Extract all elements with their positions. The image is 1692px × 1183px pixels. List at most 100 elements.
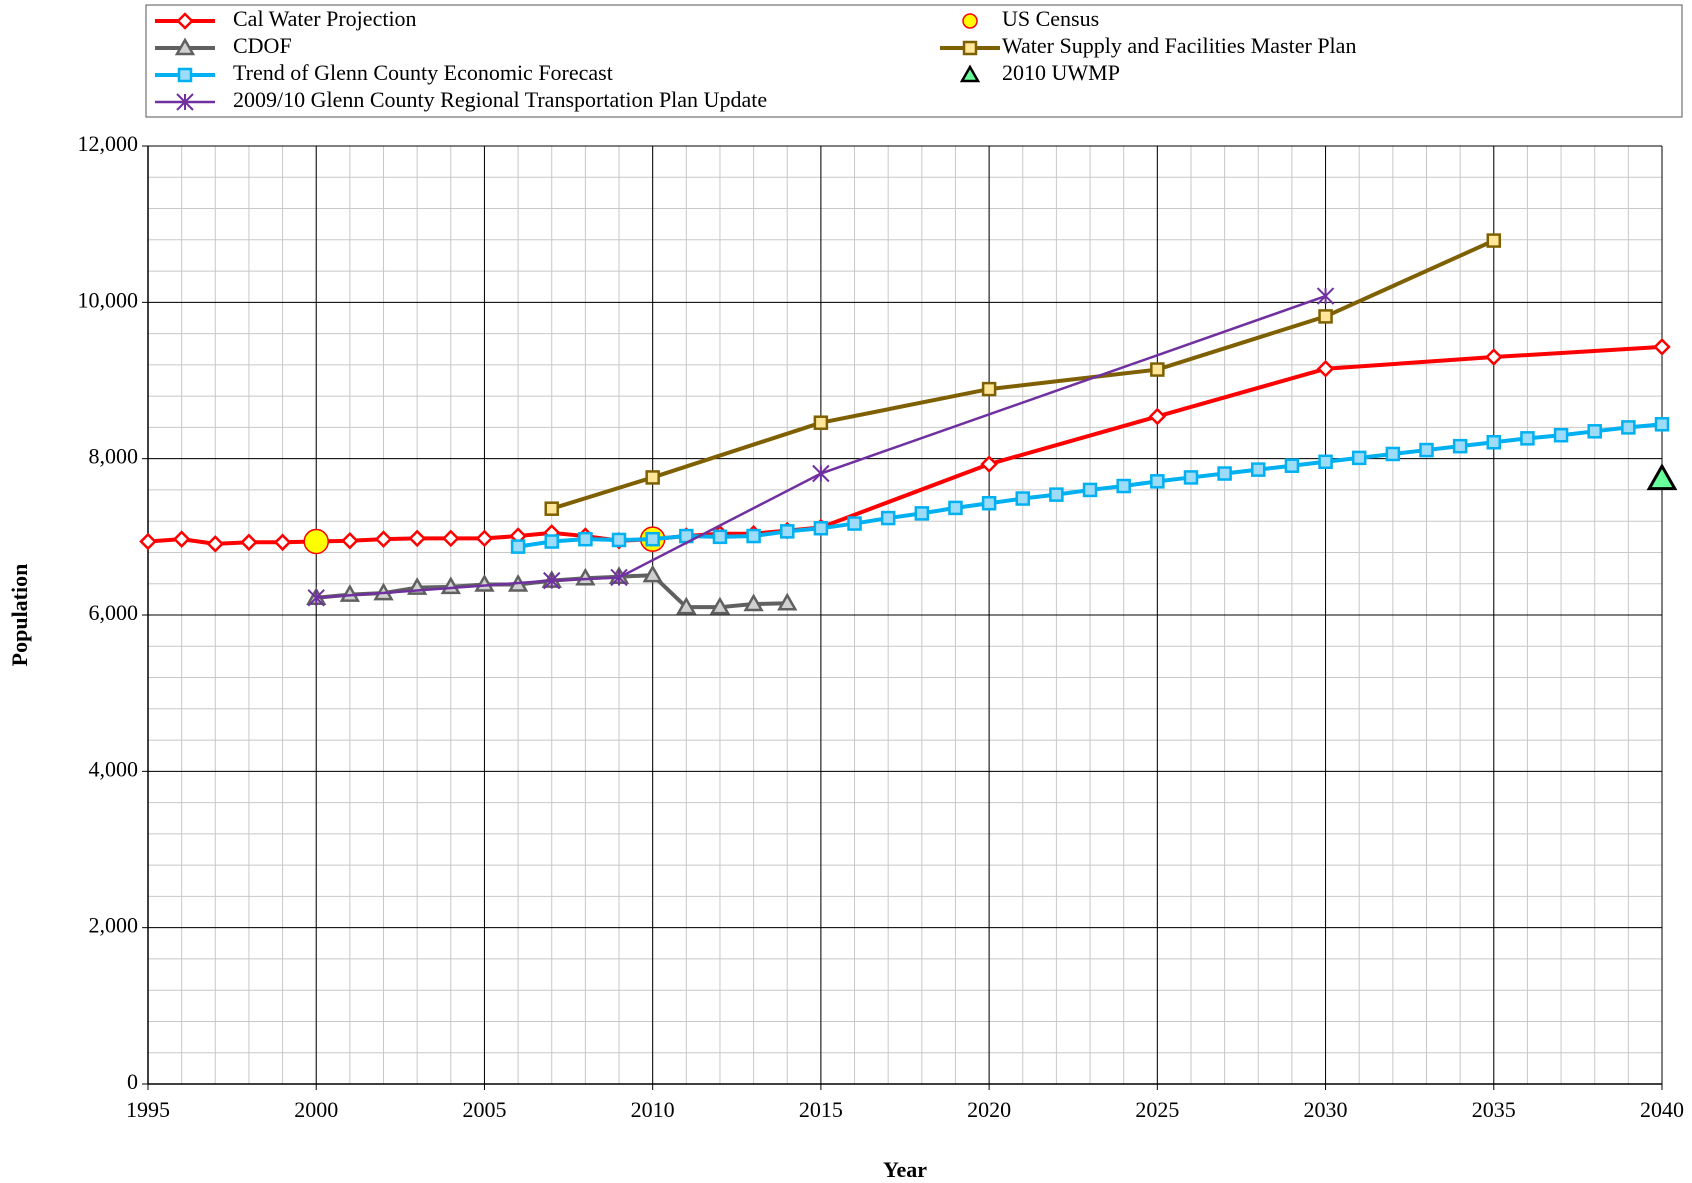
marker <box>1486 435 1502 450</box>
marker <box>1082 482 1098 498</box>
x-tick-label: 2025 <box>1135 1097 1179 1122</box>
marker <box>611 532 627 548</box>
marker <box>1318 454 1333 470</box>
marker <box>645 531 660 547</box>
marker <box>914 506 930 521</box>
marker <box>341 531 359 550</box>
marker <box>172 530 191 548</box>
x-tick-label: 2035 <box>1472 1097 1516 1122</box>
marker <box>176 12 194 30</box>
marker <box>743 593 764 612</box>
y-tick-label: 6,000 <box>89 600 139 625</box>
x-tick-label: 2005 <box>462 1097 506 1122</box>
marker <box>475 529 494 548</box>
marker <box>240 533 258 552</box>
marker <box>1653 338 1671 356</box>
x-tick-label: 2020 <box>967 1097 1011 1122</box>
marker <box>543 571 561 590</box>
legend-label: US Census <box>1002 6 1099 31</box>
legend-label: 2010 UWMP <box>1002 60 1120 85</box>
marker <box>339 584 361 602</box>
y-tick-label: 10,000 <box>78 287 139 312</box>
marker <box>510 539 526 554</box>
marker <box>206 535 225 553</box>
legend-label: Water Supply and Facilities Master Plan <box>1002 33 1356 58</box>
marker <box>980 455 998 473</box>
marker <box>544 534 559 549</box>
marker <box>273 533 292 552</box>
x-tick-label: 2015 <box>799 1097 843 1122</box>
y-tick-label: 2,000 <box>89 913 139 938</box>
marker <box>779 524 795 539</box>
marker <box>962 13 978 29</box>
marker <box>1251 462 1266 477</box>
marker <box>676 596 697 615</box>
marker <box>981 495 997 511</box>
legend-label: 2009/10 Glenn County Regional Transporta… <box>233 87 767 112</box>
marker <box>177 67 193 83</box>
x-tick-label: 1995 <box>126 1097 170 1122</box>
marker <box>1587 424 1602 439</box>
marker <box>578 531 593 547</box>
marker <box>1116 478 1131 494</box>
marker <box>1217 466 1232 481</box>
marker <box>1316 287 1335 305</box>
x-tick-label: 2000 <box>294 1097 338 1122</box>
marker <box>962 40 978 56</box>
y-tick-label: 8,000 <box>89 444 139 469</box>
marker <box>1049 487 1064 502</box>
marker <box>1148 407 1167 426</box>
y-tick-label: 0 <box>127 1069 138 1094</box>
marker <box>813 415 829 430</box>
x-tick-label: 2010 <box>631 1097 675 1122</box>
marker <box>610 568 628 587</box>
marker <box>1385 446 1401 462</box>
x-axis-title: Year <box>883 1157 927 1182</box>
marker <box>139 532 157 551</box>
marker <box>1150 474 1165 489</box>
marker <box>303 528 329 555</box>
y-tick-label: 4,000 <box>89 756 139 781</box>
marker <box>645 470 660 485</box>
marker <box>959 64 981 83</box>
y-tick-label: 12,000 <box>78 131 139 156</box>
marker <box>709 596 731 615</box>
marker <box>174 37 196 56</box>
marker <box>544 501 559 516</box>
x-tick-label: 2040 <box>1640 1097 1684 1122</box>
marker <box>1318 309 1333 324</box>
marker <box>1419 442 1434 458</box>
marker <box>1486 233 1502 248</box>
marker <box>176 93 194 111</box>
marker <box>712 529 728 545</box>
marker <box>442 529 460 548</box>
marker <box>374 530 393 548</box>
marker <box>812 464 830 483</box>
marker <box>1553 427 1569 443</box>
marker <box>777 592 798 611</box>
marker <box>1351 450 1367 466</box>
marker <box>880 510 896 526</box>
marker <box>1150 362 1165 377</box>
marker <box>1015 491 1031 506</box>
marker <box>948 500 963 516</box>
marker <box>1316 360 1335 378</box>
marker <box>981 381 997 397</box>
marker <box>1646 463 1678 491</box>
marker <box>1452 438 1468 454</box>
marker <box>1485 348 1503 366</box>
marker <box>408 529 426 548</box>
marker <box>307 589 325 607</box>
marker <box>1183 470 1199 485</box>
marker <box>1654 417 1670 432</box>
legend-label: CDOF <box>233 33 292 58</box>
marker <box>813 520 829 536</box>
marker <box>847 516 862 531</box>
legend-label: Cal Water Projection <box>233 6 417 31</box>
marker <box>1621 420 1636 435</box>
x-tick-label: 2030 <box>1304 1097 1348 1122</box>
marker <box>642 564 663 583</box>
legend-label: Trend of Glenn County Economic Forecast <box>233 60 613 85</box>
marker <box>1520 431 1535 446</box>
